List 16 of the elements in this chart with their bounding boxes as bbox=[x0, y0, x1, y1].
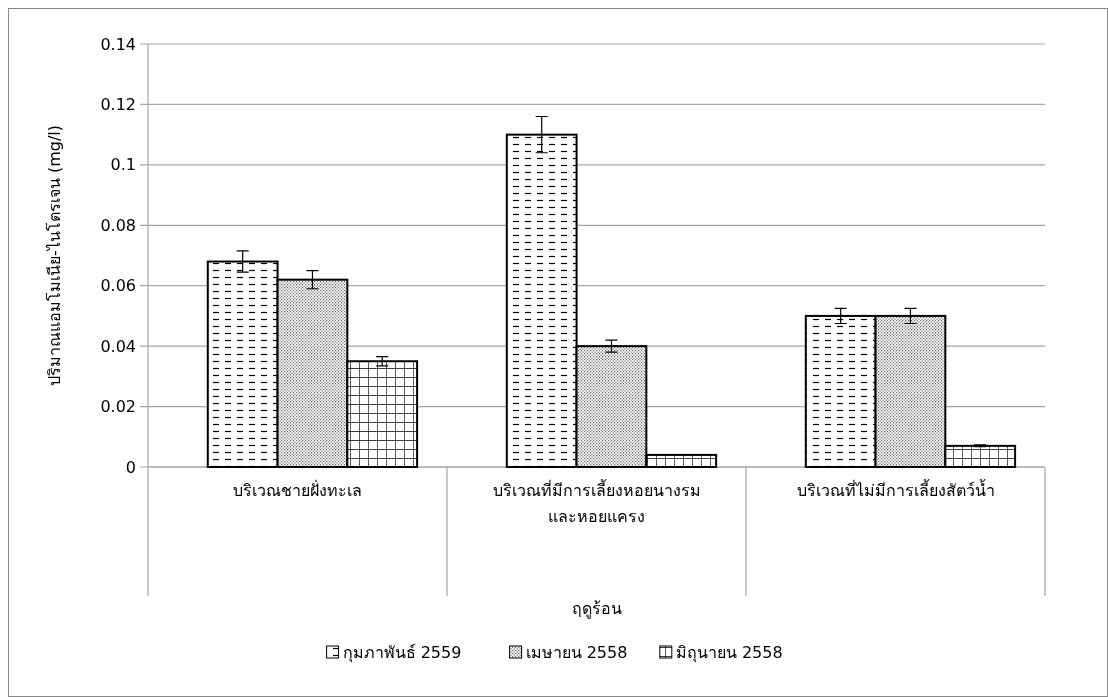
legend-label: เมษายน 2558 bbox=[525, 643, 628, 662]
legend-label: มิถุนายน 2558 bbox=[675, 643, 783, 663]
x-tick-label: บริเวณที่ไม่มีการเลี้ยงสัตว์น้ำ bbox=[796, 479, 995, 500]
legend-label: กุมภาพันธ์ 2559 bbox=[342, 643, 462, 663]
y-tick-label: 0.04 bbox=[100, 336, 136, 356]
y-tick-label: 0.1 bbox=[110, 155, 136, 175]
y-tick-label: 0.14 bbox=[100, 34, 136, 54]
x-axis-title: ฤดูร้อน bbox=[571, 599, 622, 619]
y-tick-label: 0.08 bbox=[100, 215, 136, 235]
y-tick-label: 0.02 bbox=[100, 397, 136, 417]
y-tick-label: 0 bbox=[125, 457, 136, 477]
y-axis-title: ปริมาณแอมโมเนีย-ไนโตรเจน (mg/l) bbox=[45, 125, 64, 386]
x-tick-label: บริเวณชายฝั่งทะเล bbox=[233, 479, 362, 500]
x-tick-label: บริเวณที่มีการเลี้ยงหอยนางรม และหอยแครง bbox=[492, 479, 701, 526]
y-tick-label: 0.06 bbox=[100, 276, 136, 296]
y-tick-label: 0.12 bbox=[100, 95, 136, 115]
